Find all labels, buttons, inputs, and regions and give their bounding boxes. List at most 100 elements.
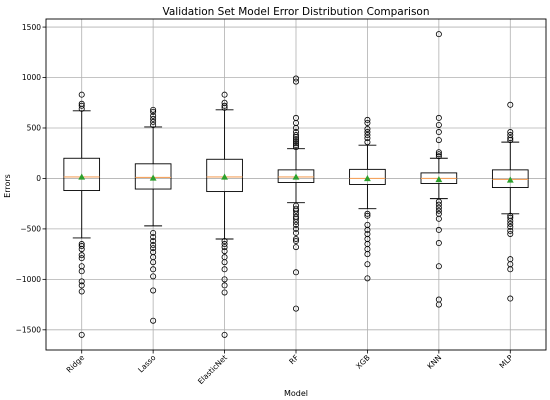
- outlier-point: [292, 132, 299, 139]
- outlier-point: [292, 225, 299, 232]
- outlier-point: [292, 207, 299, 214]
- outlier-point: [435, 215, 442, 222]
- outlier-point: [364, 210, 371, 217]
- x-tick-label: KNN: [425, 353, 443, 371]
- outlier-point: [507, 227, 514, 234]
- outlier-point: [507, 230, 514, 237]
- iqr-box: [491, 169, 529, 188]
- outlier-point: [150, 242, 157, 249]
- outlier-point: [292, 229, 299, 236]
- outlier-point: [78, 282, 85, 289]
- outlier-point: [150, 266, 157, 273]
- x-tick-label: Lasso: [136, 353, 158, 375]
- y-tick-labels: −1500 −1000 −500 0 500 1000 1500: [16, 23, 46, 335]
- outlier-point: [221, 289, 228, 296]
- outlier-point: [435, 201, 442, 208]
- outlier-point: [221, 244, 228, 251]
- outlier-point: [292, 244, 299, 251]
- y-tick-label: −1500: [16, 326, 42, 335]
- y-tick-label: 1500: [22, 23, 41, 32]
- outlier-point: [364, 139, 371, 146]
- outlier-point: [292, 136, 299, 143]
- outlier-point: [435, 151, 442, 158]
- outlier-point: [507, 220, 514, 227]
- iqr-box: [134, 163, 172, 190]
- y-tick-label: 500: [27, 124, 42, 133]
- outlier-point: [435, 198, 442, 205]
- outlier-point: [78, 246, 85, 253]
- x-tick-label: RF: [287, 353, 300, 366]
- outlier-point: [435, 207, 442, 214]
- x-axis-label: Model: [284, 389, 308, 398]
- mean-marker: [506, 176, 514, 183]
- x-tick-label: Ridge: [65, 353, 87, 375]
- outlier-point: [78, 243, 85, 250]
- outlier-point: [221, 99, 228, 106]
- outlier-point: [292, 78, 299, 85]
- outlier-point: [507, 217, 514, 224]
- outlier-point: [78, 288, 85, 295]
- outlier-point: [221, 259, 228, 266]
- outlier-point: [435, 240, 442, 247]
- x-tick-label: ElasticNet: [196, 353, 229, 386]
- iqr-box: [277, 169, 315, 183]
- outlier-point: [292, 218, 299, 225]
- mean-marker: [78, 173, 86, 180]
- outlier-point: [78, 102, 85, 109]
- outlier-point: [507, 214, 514, 221]
- outlier-point: [150, 115, 157, 122]
- outlier-point: [435, 129, 442, 136]
- mean-marker: [435, 176, 443, 183]
- outlier-point: [221, 331, 228, 338]
- outlier-point: [150, 121, 157, 128]
- outlier-point: [78, 100, 85, 107]
- outlier-point: [507, 129, 514, 136]
- outlier-point: [150, 233, 157, 240]
- outlier-point: [78, 268, 85, 275]
- y-tick-label: −1000: [16, 275, 42, 284]
- outlier-point: [150, 229, 157, 236]
- mean-marker: [149, 174, 157, 181]
- outlier-point: [435, 114, 442, 121]
- outlier-point: [221, 102, 228, 109]
- outlier-point: [221, 91, 228, 98]
- outlier-point: [364, 226, 371, 233]
- outlier-point: [364, 132, 371, 139]
- outlier-point: [507, 135, 514, 142]
- x-tick-label: XGB: [354, 353, 372, 371]
- y-tick-label: 0: [36, 174, 41, 183]
- box-group-lasso: [134, 106, 172, 324]
- outlier-point: [364, 129, 371, 136]
- outlier-point: [292, 114, 299, 121]
- outlier-point: [221, 276, 228, 283]
- outlier-point: [435, 31, 442, 38]
- outlier-point: [364, 251, 371, 258]
- chart-title: Validation Set Model Error Distribution …: [162, 6, 429, 18]
- outlier-point: [150, 273, 157, 280]
- outlier-point: [507, 132, 514, 139]
- outlier-point: [150, 108, 157, 115]
- outlier-point: [364, 275, 371, 282]
- box-group-elasticnet: [206, 91, 243, 338]
- y-axis-label: Errors: [3, 174, 12, 198]
- outlier-point: [150, 106, 157, 113]
- outlier-point: [292, 238, 299, 245]
- outlier-point: [292, 144, 299, 151]
- outlier-point: [435, 301, 442, 308]
- outlier-point: [150, 259, 157, 266]
- outlier-point: [364, 119, 371, 126]
- box-group-mlp: [491, 101, 529, 302]
- y-tick-label: 1000: [22, 73, 41, 82]
- outlier-point: [435, 226, 442, 233]
- outlier-point: [292, 75, 299, 82]
- x-tick-labels: Ridge Lasso ElasticNet RF XGB KNN MLP: [65, 350, 515, 386]
- outlier-point: [364, 212, 371, 219]
- outlier-point: [150, 238, 157, 245]
- mean-marker: [221, 173, 228, 180]
- outlier-point: [221, 282, 228, 289]
- y-tick-label: −500: [20, 225, 41, 234]
- outlier-point: [221, 238, 228, 245]
- outlier-point: [435, 121, 442, 128]
- outlier-point: [435, 263, 442, 270]
